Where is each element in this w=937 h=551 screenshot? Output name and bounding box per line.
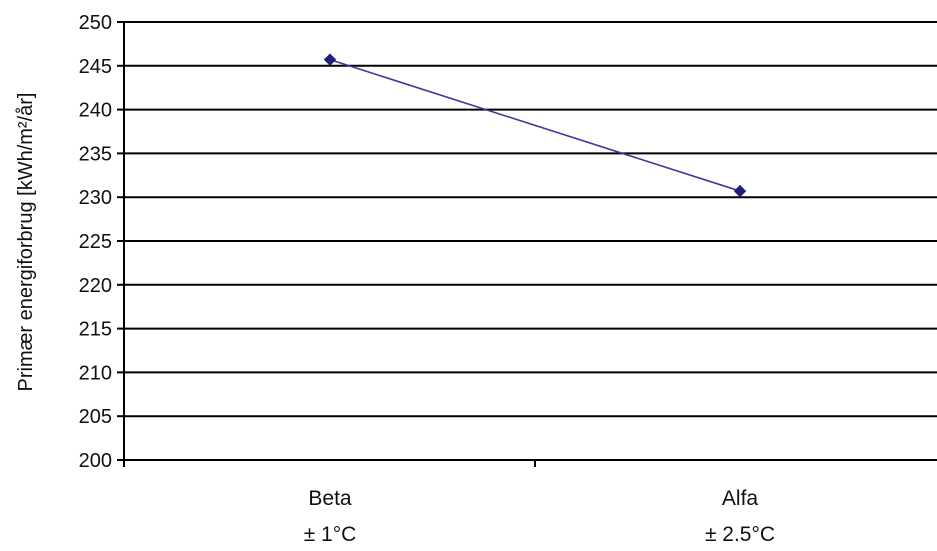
series-line bbox=[329, 58, 741, 192]
y-tick-labels: 200 205 210 215 220 225 230 235 240 245 250 bbox=[79, 12, 112, 472]
x-category-label: Beta bbox=[308, 487, 352, 510]
y-tick-label: 235 bbox=[79, 143, 112, 165]
x-category-labels: Beta ± 1°C Alfa ± 2.5°C bbox=[304, 487, 775, 546]
y-tick-label: 220 bbox=[79, 275, 112, 297]
data-point-marker bbox=[733, 184, 747, 198]
y-tick-label: 200 bbox=[79, 450, 112, 472]
y-tick-label: 205 bbox=[79, 406, 112, 428]
gridlines bbox=[124, 21, 937, 418]
y-tick-label: 245 bbox=[79, 56, 112, 78]
y-axis-title: Primær energiforbrug [kWh/m²/år] bbox=[15, 93, 37, 392]
y-tick-label: 250 bbox=[79, 12, 112, 34]
x-category-label: Alfa bbox=[722, 487, 759, 510]
y-tick-label: 210 bbox=[79, 362, 112, 384]
series-layer bbox=[323, 53, 747, 198]
y-tick-label: 215 bbox=[79, 319, 112, 341]
x-category-sublabel: ± 1°C bbox=[304, 523, 357, 546]
y-tick-label: 230 bbox=[79, 187, 112, 209]
x-category-sublabel: ± 2.5°C bbox=[705, 523, 775, 546]
y-tick-label: 225 bbox=[79, 231, 112, 253]
data-point-marker bbox=[323, 53, 337, 66]
axes bbox=[117, 21, 937, 467]
y-tick-label: 240 bbox=[79, 100, 112, 122]
